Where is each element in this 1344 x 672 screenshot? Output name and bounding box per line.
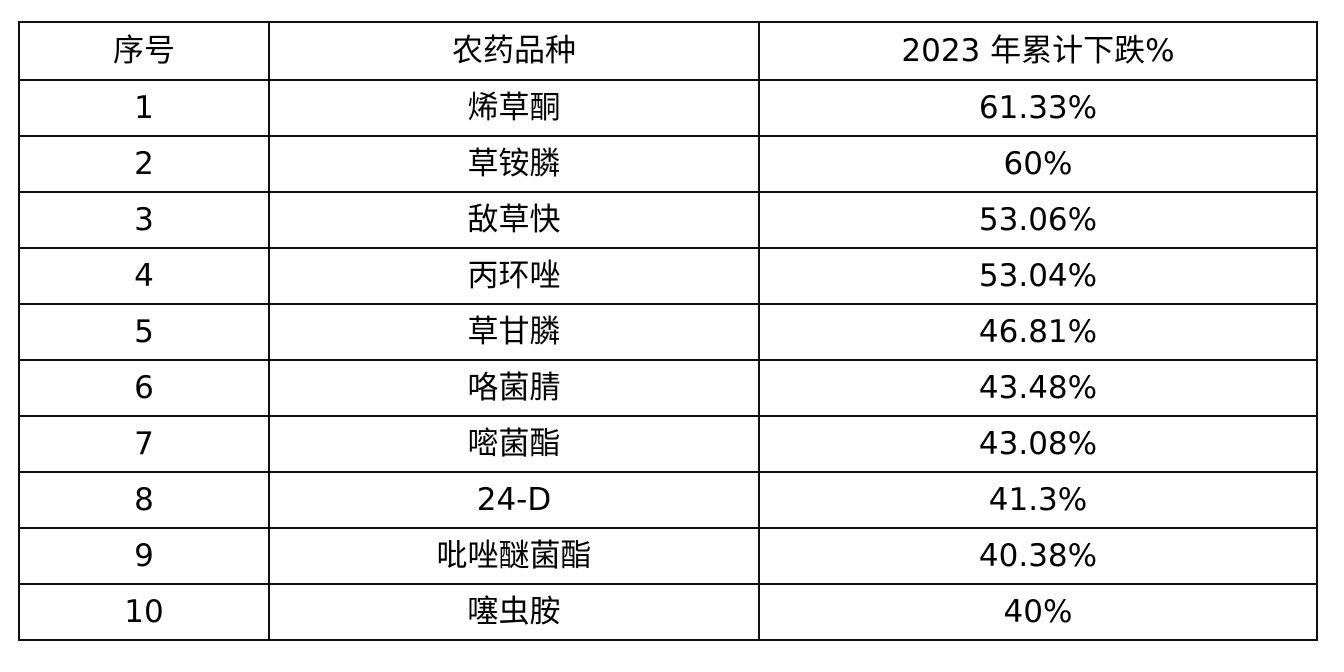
row-pesticide-name: 草甘膦 [268,303,760,361]
header-index: 序号 [18,21,270,81]
row-pesticide-name: 敌草快 [268,191,760,249]
row-pesticide-name: 噻虫胺 [268,583,760,641]
row-index: 7 [18,415,270,473]
row-index: 9 [18,527,270,585]
pesticide-decline-table-container: 序号 农药品种 2023 年累计下跌% 1 烯草酮 61.33% 2 草铵膦 6… [18,21,1318,641]
table-row: 10 噻虫胺 40% [18,583,1318,641]
table-row: 2 草铵膦 60% [18,135,1318,193]
table-row: 4 丙环唑 53.04% [18,247,1318,305]
row-decline: 43.48% [758,359,1318,417]
row-decline: 60% [758,135,1318,193]
table-row: 8 24-D 41.3% [18,471,1318,529]
row-index: 3 [18,191,270,249]
row-pesticide-name: 咯菌腈 [268,359,760,417]
row-decline: 41.3% [758,471,1318,529]
row-pesticide-name: 24-D [268,471,760,529]
row-pesticide-name: 烯草酮 [268,79,760,137]
row-index: 6 [18,359,270,417]
row-decline: 46.81% [758,303,1318,361]
row-pesticide-name: 丙环唑 [268,247,760,305]
table-row: 7 嘧菌酯 43.08% [18,415,1318,473]
table-row: 6 咯菌腈 43.48% [18,359,1318,417]
row-pesticide-name: 草铵膦 [268,135,760,193]
table-row: 5 草甘膦 46.81% [18,303,1318,361]
row-decline: 40.38% [758,527,1318,585]
row-decline: 40% [758,583,1318,641]
header-row: 序号 农药品种 2023 年累计下跌% [18,21,1318,81]
row-decline: 53.04% [758,247,1318,305]
row-decline: 43.08% [758,415,1318,473]
row-pesticide-name: 嘧菌酯 [268,415,760,473]
table-row: 3 敌草快 53.06% [18,191,1318,249]
row-index: 10 [18,583,270,641]
header-pesticide-name: 农药品种 [268,21,760,81]
table-row: 1 烯草酮 61.33% [18,79,1318,137]
row-index: 4 [18,247,270,305]
row-decline: 53.06% [758,191,1318,249]
row-pesticide-name: 吡唑醚菌酯 [268,527,760,585]
row-index: 8 [18,471,270,529]
row-index: 5 [18,303,270,361]
pesticide-decline-table: 序号 农药品种 2023 年累计下跌% 1 烯草酮 61.33% 2 草铵膦 6… [18,21,1318,641]
row-index: 2 [18,135,270,193]
row-index: 1 [18,79,270,137]
row-decline: 61.33% [758,79,1318,137]
header-decline: 2023 年累计下跌% [758,21,1318,81]
table-row: 9 吡唑醚菌酯 40.38% [18,527,1318,585]
